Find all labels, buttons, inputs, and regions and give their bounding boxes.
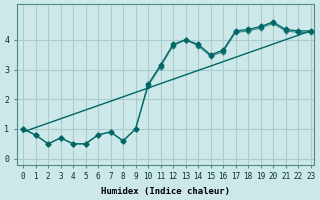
X-axis label: Humidex (Indice chaleur): Humidex (Indice chaleur): [101, 187, 230, 196]
